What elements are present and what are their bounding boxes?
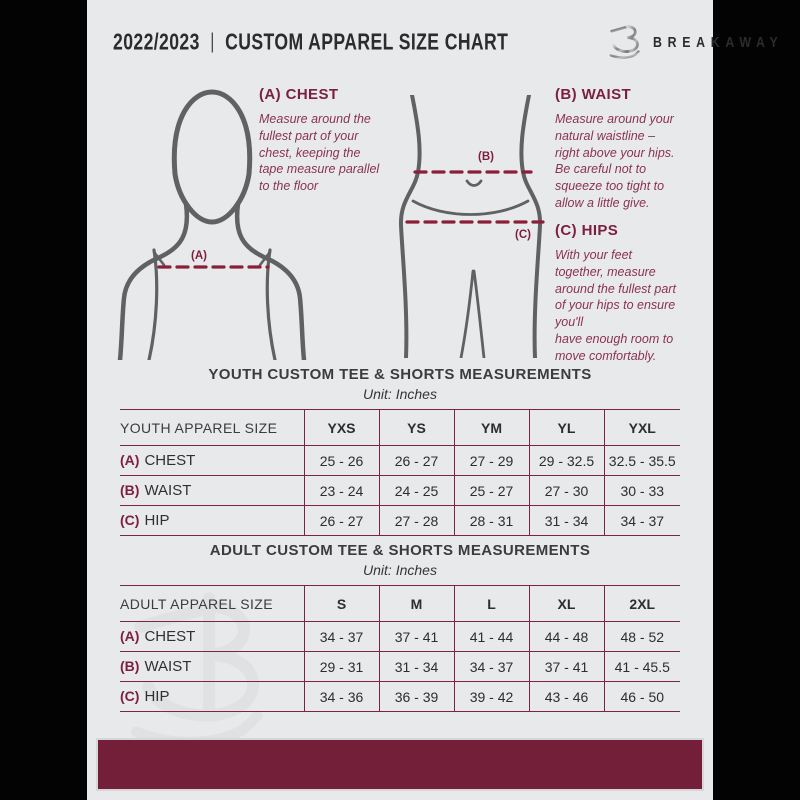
row-label: WAIST: [144, 658, 192, 675]
column-header: YXS: [303, 409, 379, 446]
cell-value: 26 - 27: [378, 445, 454, 476]
youth-measurements-section: YOUTH CUSTOM TEE & SHORTS MEASUREMENTS U…: [87, 366, 713, 536]
row-label: HIP: [144, 512, 170, 529]
cell-value: 37 - 41: [378, 621, 454, 652]
waist-marker-label: (B): [478, 151, 494, 163]
adult-section-title: ADULT CUSTOM TEE & SHORTS MEASUREMENTS: [209, 542, 591, 559]
header-divider: |: [210, 30, 215, 53]
table-header-row: YOUTH APPAREL SIZE YXS YS YM YL YXL: [120, 409, 680, 446]
row-marker: (A): [120, 628, 140, 644]
cell-value: 31 - 34: [378, 651, 454, 682]
cell-value: 31 - 34: [528, 505, 604, 536]
chest-marker-label: (A): [191, 250, 207, 262]
table-header-row: ADULT APPAREL SIZE S M L XL 2XL: [120, 585, 680, 622]
cell-value: 32.5 - 35.5: [603, 445, 680, 476]
cell-value: 34 - 37: [603, 505, 680, 536]
header-title-group: 2022/2023 | CUSTOM APPAREL SIZE CHART: [113, 28, 508, 55]
cell-value: 46 - 50: [603, 681, 680, 712]
column-header: XL: [528, 585, 604, 622]
column-header: YXL: [603, 409, 680, 446]
table-row: (B) WAIST 23 - 24 24 - 25 25 - 27 27 - 30…: [120, 475, 680, 506]
row-marker: (A): [120, 452, 140, 468]
cell-value: 29 - 32.5: [528, 445, 604, 476]
cell-value: 27 - 30: [528, 475, 604, 506]
waist-instructions: (B) WAIST Measure around your natural wa…: [555, 86, 705, 212]
row-marker: (B): [120, 658, 140, 674]
row-label: CHEST: [144, 628, 196, 645]
row-label: WAIST: [144, 482, 192, 499]
cell-value: 34 - 37: [453, 651, 529, 682]
column-header: L: [453, 585, 529, 622]
hips-title: (C) HIPS: [555, 222, 619, 239]
cell-value: 34 - 36: [303, 681, 379, 712]
hips-instructions: (C) HIPS With your feet together, measur…: [555, 222, 705, 364]
measurement-diagram-section: (A) (B) (C) (A) CHEST Measure around the…: [87, 80, 713, 368]
row-marker: (C): [120, 512, 140, 528]
row-marker: (C): [120, 688, 140, 704]
chest-body-text: Measure around the fullest part of your …: [259, 112, 380, 193]
cell-value: 34 - 37: [303, 621, 379, 652]
column-header: YS: [378, 409, 454, 446]
hips-figure-icon: [393, 93, 548, 363]
cell-value: 25 - 27: [453, 475, 529, 506]
cell-value: 39 - 42: [453, 681, 529, 712]
adult-measurements-section: ADULT CUSTOM TEE & SHORTS MEASUREMENTS U…: [87, 542, 713, 712]
adult-unit-label: Unit: Inches: [363, 562, 437, 578]
size-chart-page: 2022/2023 | CUSTOM APPAREL SIZE CHART: [87, 0, 778, 800]
table-row: (C) HIP 26 - 27 27 - 28 28 - 31 31 - 34 3…: [120, 505, 680, 536]
hips-marker-label: (C): [515, 229, 531, 241]
cell-value: 27 - 28: [378, 505, 454, 536]
youth-section-title: YOUTH CUSTOM TEE & SHORTS MEASUREMENTS: [208, 366, 592, 383]
chest-instructions: (A) CHEST Measure around the fullest par…: [259, 86, 399, 195]
cell-value: 41 - 45.5: [603, 651, 680, 682]
page-header: 2022/2023 | CUSTOM APPAREL SIZE CHART: [113, 16, 778, 68]
column-header: YL: [528, 409, 604, 446]
table-row: (C) HIP 34 - 36 36 - 39 39 - 42 43 - 46 4…: [120, 681, 680, 712]
cell-value: 41 - 44: [453, 621, 529, 652]
hips-body-text: With your feet together, measure around …: [555, 248, 676, 363]
cell-value: 48 - 52: [603, 621, 680, 652]
column-header: ADULT APPAREL SIZE: [120, 585, 304, 622]
column-header: M: [378, 585, 454, 622]
column-header: S: [303, 585, 379, 622]
waist-title: (B) WAIST: [555, 86, 632, 103]
row-marker: (B): [120, 482, 140, 498]
page-title: CUSTOM APPAREL SIZE CHART: [225, 28, 509, 55]
adult-size-table: ADULT APPAREL SIZE S M L XL 2XL (A) CHEST…: [120, 585, 680, 712]
row-label: CHEST: [144, 452, 196, 469]
chest-title: (A) CHEST: [259, 86, 339, 103]
cell-value: 36 - 39: [378, 681, 454, 712]
column-header: YOUTH APPAREL SIZE: [120, 409, 304, 446]
cell-value: 43 - 46: [528, 681, 604, 712]
cell-value: 25 - 26: [303, 445, 379, 476]
cell-value: 27 - 29: [453, 445, 529, 476]
youth-size-table: YOUTH APPAREL SIZE YXS YS YM YL YXL (A) C…: [120, 409, 680, 536]
row-label: HIP: [144, 688, 170, 705]
cell-value: 23 - 24: [303, 475, 379, 506]
brand-block: BREAKAWAY: [607, 18, 800, 66]
cell-value: 44 - 48: [528, 621, 604, 652]
cell-value: 30 - 33: [603, 475, 680, 506]
breakaway-logo-icon: [607, 18, 644, 66]
cell-value: 26 - 27: [303, 505, 379, 536]
cell-value: 37 - 41: [528, 651, 604, 682]
youth-unit-label: Unit: Inches: [363, 386, 437, 402]
cell-value: 28 - 31: [453, 505, 529, 536]
column-header: YM: [453, 409, 529, 446]
brand-name: BREAKAWAY: [653, 33, 784, 51]
cell-value: 24 - 25: [378, 475, 454, 506]
cell-value: 29 - 31: [303, 651, 379, 682]
torso-figure-icon: [113, 82, 311, 365]
table-row: (B) WAIST 29 - 31 31 - 34 34 - 37 37 - 41…: [120, 651, 680, 682]
footer-accent-bar: [98, 740, 702, 789]
waist-body-text: Measure around your natural waistline – …: [555, 112, 675, 210]
table-row: (A) CHEST 25 - 26 26 - 27 27 - 29 29 - 32…: [120, 445, 680, 476]
column-header: 2XL: [603, 585, 680, 622]
table-row: (A) CHEST 34 - 37 37 - 41 41 - 44 44 - 48…: [120, 621, 680, 652]
season-label: 2022/2023: [113, 28, 200, 55]
